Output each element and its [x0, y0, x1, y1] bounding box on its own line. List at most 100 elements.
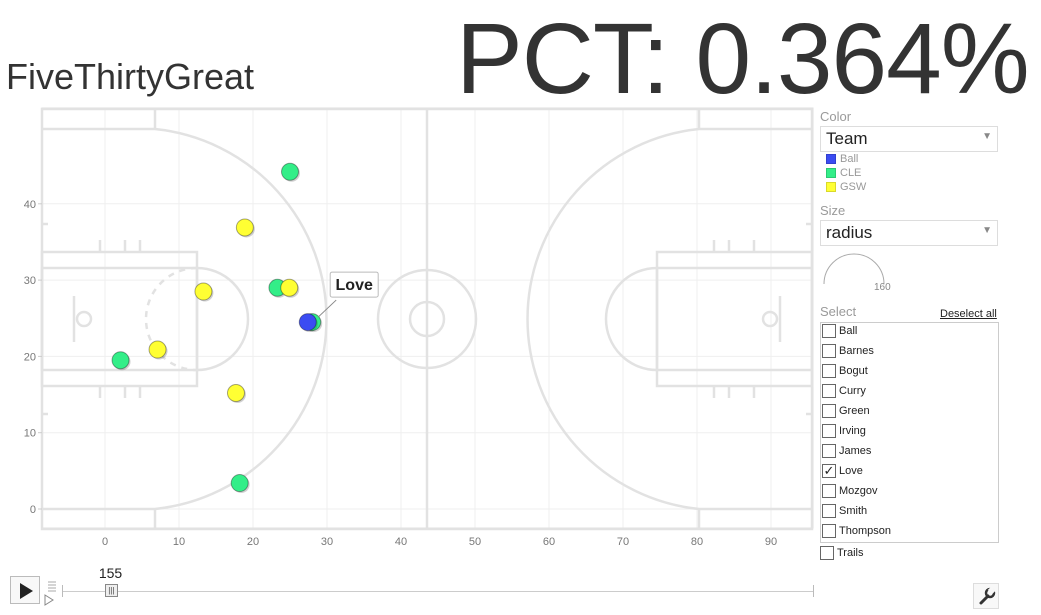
- player-point-gsw[interactable]: [194, 282, 213, 301]
- x-tick-label: 10: [173, 536, 185, 548]
- select-item-label: Mozgov: [839, 485, 878, 497]
- select-item-curry[interactable]: Curry: [822, 381, 866, 401]
- select-item-irving[interactable]: Irving: [822, 421, 866, 441]
- select-item-bogut[interactable]: Bogut: [822, 361, 868, 381]
- y-tick-label: 30: [24, 275, 36, 287]
- trails-toggle[interactable]: Trails: [820, 546, 863, 560]
- legend-swatch: [826, 154, 836, 164]
- x-tick-label: 30: [321, 536, 333, 548]
- select-checkbox[interactable]: [822, 444, 836, 458]
- slider-start-cap: [62, 585, 63, 597]
- tooltip-leader: [317, 299, 337, 318]
- player-point-gsw[interactable]: [235, 218, 254, 237]
- select-checkbox[interactable]: ✓: [822, 463, 836, 478]
- speed-icon[interactable]: [44, 580, 58, 606]
- player-point-ball[interactable]: [298, 313, 317, 332]
- tooltip-label: Love: [336, 277, 373, 294]
- select-item-thompson[interactable]: Thompson: [822, 521, 891, 541]
- select-checkbox[interactable]: [822, 364, 836, 378]
- legend-swatch: [826, 182, 836, 192]
- legend-label: CLE: [840, 167, 862, 179]
- legend-swatch: [826, 168, 836, 178]
- select-item-label: Love: [839, 465, 863, 477]
- select-checkbox[interactable]: [822, 504, 836, 518]
- select-item-ball[interactable]: Ball: [822, 323, 858, 341]
- court-plot[interactable]: 0 10 20 30 40 50 60 70 80 90 0 10 20 30 40 Love: [0, 100, 820, 550]
- select-item-james[interactable]: James: [822, 441, 871, 461]
- deselect-all-link[interactable]: Deselect all: [940, 308, 997, 320]
- select-checkbox[interactable]: [822, 404, 836, 418]
- wrench-icon[interactable]: [973, 583, 999, 609]
- select-checkbox[interactable]: [822, 384, 836, 398]
- size-select[interactable]: radius ▼: [820, 220, 998, 246]
- select-item-label: Ball: [839, 325, 858, 337]
- player-point-gsw[interactable]: [148, 340, 167, 359]
- select-item-label: Green: [839, 405, 870, 417]
- select-item-smith[interactable]: Smith: [822, 501, 867, 521]
- app-title: FiveThirtyGreat: [6, 56, 255, 97]
- y-tick-label: 10: [24, 428, 36, 440]
- x-tick-label: 70: [617, 536, 629, 548]
- select-checkbox[interactable]: [822, 524, 836, 538]
- x-tick-label: 40: [395, 536, 407, 548]
- player-point-gsw[interactable]: [226, 384, 245, 403]
- select-item-label: James: [839, 445, 872, 457]
- legend-item-gsw[interactable]: GSW: [826, 181, 866, 193]
- x-tick-label: 20: [247, 536, 259, 548]
- trails-label: Trails: [837, 547, 864, 559]
- frame-label: 155: [98, 565, 123, 581]
- court-lines: [40, 107, 814, 531]
- select-item-label: Thompson: [839, 525, 891, 537]
- select-item-barnes[interactable]: Barnes: [822, 341, 874, 361]
- select-item-label: Curry: [839, 385, 866, 397]
- select-item-label: Smith: [839, 505, 868, 517]
- playback-controls: ||| 155: [0, 560, 1041, 615]
- chevron-down-icon: ▼: [982, 225, 992, 236]
- player-point-gsw[interactable]: [280, 278, 299, 297]
- sidebar: Color Team ▼ Ball CLE GSW Size radius ▼ 16…: [820, 108, 1002, 573]
- select-heading: Select: [820, 304, 857, 319]
- x-tick-label: 50: [469, 536, 481, 548]
- select-checkbox[interactable]: [822, 424, 836, 438]
- select-item-label: Irving: [839, 425, 866, 437]
- player-point-cle[interactable]: [111, 351, 130, 370]
- legend-item-cle[interactable]: CLE: [826, 167, 861, 179]
- y-tick-label: 40: [24, 199, 36, 211]
- legend-label: GSW: [840, 181, 867, 193]
- player-point-cle[interactable]: [281, 162, 299, 181]
- select-checkbox[interactable]: [822, 324, 836, 338]
- size-select-value: radius: [826, 223, 873, 242]
- legend-label: Ball: [840, 153, 859, 165]
- select-item-mozgov[interactable]: Mozgov: [822, 481, 878, 501]
- select-checkbox[interactable]: [822, 484, 836, 498]
- size-scale-value: 160: [874, 282, 891, 293]
- pct-display: PCT: 0.364%: [456, 3, 1030, 115]
- x-tick-label: 80: [691, 536, 703, 548]
- select-list[interactable]: Ball Barnes Bogut Curry Green Irving James ✓ Lov…: [820, 322, 999, 543]
- color-select-value: Team: [826, 129, 868, 148]
- y-tick-label: 0: [30, 504, 36, 516]
- legend-item-ball[interactable]: Ball: [826, 153, 858, 165]
- select-checkbox[interactable]: [822, 344, 836, 358]
- tooltip-box: [329, 271, 379, 298]
- color-heading: Color: [820, 109, 852, 124]
- x-tick-label: 90: [765, 536, 777, 548]
- player-point-cle[interactable]: [230, 474, 249, 493]
- court-chart[interactable]: 0 10 20 30 40 50 60 70 80 90 0 10 20 30 40 Love: [0, 100, 820, 550]
- timeline-slider[interactable]: [62, 591, 813, 592]
- x-tick-label: 0: [102, 536, 108, 548]
- slider-end-cap: [813, 585, 814, 597]
- x-tick-label: 60: [543, 536, 555, 548]
- select-item-green[interactable]: Green: [822, 401, 870, 421]
- select-item-label: Bogut: [839, 365, 868, 377]
- select-item-label: Barnes: [839, 345, 874, 357]
- size-heading: Size: [820, 203, 846, 218]
- chevron-down-icon: ▼: [982, 131, 992, 142]
- slider-handle[interactable]: |||: [104, 584, 118, 597]
- play-button[interactable]: [10, 576, 40, 604]
- trails-checkbox[interactable]: [820, 546, 834, 560]
- y-tick-label: 20: [24, 351, 36, 363]
- select-item-love[interactable]: ✓ Love: [822, 461, 863, 481]
- size-scale-icon: [823, 253, 885, 285]
- color-select[interactable]: Team ▼: [820, 126, 998, 152]
